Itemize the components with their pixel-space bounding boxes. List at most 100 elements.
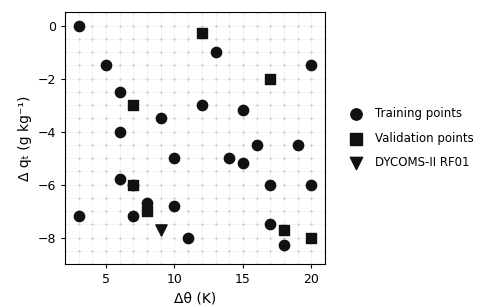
Point (252, 169, 260, 174)
Point (170, 142, 178, 147)
Point (130, 76, 138, 81)
Point (225, 103, 233, 107)
Point (294, 76, 302, 81)
Point (239, 208, 247, 213)
Point (225, 248, 233, 253)
Point (239, 116, 247, 121)
Point (225, 76, 233, 81)
Point (198, 169, 206, 174)
DYCOMS-II RF01 (157, 227, 165, 232)
Point (170, 182, 178, 187)
Point (116, 103, 124, 107)
Point (308, 195, 316, 200)
Point (294, 116, 302, 121)
Point (198, 222, 206, 227)
Point (308, 248, 316, 253)
Point (280, 49, 288, 54)
Point (308, 36, 316, 41)
Point (143, 23, 151, 28)
Point (88, 49, 96, 54)
Point (280, 23, 288, 28)
Point (294, 235, 302, 240)
Point (170, 248, 178, 253)
Point (157, 10, 165, 15)
Point (74, 169, 82, 174)
Validation points (130, 182, 138, 187)
Point (198, 142, 206, 147)
Validation points (280, 227, 288, 232)
Point (143, 262, 151, 266)
Point (102, 169, 110, 174)
Point (102, 142, 110, 147)
Point (225, 129, 233, 134)
Point (130, 23, 138, 28)
Point (157, 49, 165, 54)
Point (116, 169, 124, 174)
Point (170, 103, 178, 107)
Point (294, 129, 302, 134)
Validation points (143, 208, 151, 213)
Point (294, 222, 302, 227)
Point (184, 10, 192, 15)
Point (184, 182, 192, 187)
Point (225, 156, 233, 161)
Point (130, 63, 138, 68)
Point (88, 208, 96, 213)
Point (102, 262, 110, 266)
Point (102, 23, 110, 28)
Training points (266, 222, 274, 227)
Point (239, 182, 247, 187)
Point (61, 248, 69, 253)
Training points (74, 214, 82, 219)
Point (116, 182, 124, 187)
Point (266, 222, 274, 227)
Point (184, 63, 192, 68)
Point (280, 222, 288, 227)
Point (116, 235, 124, 240)
Point (184, 248, 192, 253)
Point (74, 156, 82, 161)
Point (184, 49, 192, 54)
Point (61, 23, 69, 28)
Point (116, 248, 124, 253)
Point (157, 235, 165, 240)
Point (157, 36, 165, 41)
Point (116, 262, 124, 266)
Point (61, 182, 69, 187)
Point (280, 76, 288, 81)
Point (88, 10, 96, 15)
Point (225, 208, 233, 213)
Point (252, 76, 260, 81)
Point (252, 182, 260, 187)
Point (61, 36, 69, 41)
Point (170, 129, 178, 134)
Point (74, 63, 82, 68)
Point (116, 36, 124, 41)
Point (212, 142, 220, 147)
Point (74, 195, 82, 200)
Point (116, 222, 124, 227)
Point (157, 195, 165, 200)
Point (143, 63, 151, 68)
Point (102, 49, 110, 54)
Point (212, 235, 220, 240)
Point (308, 222, 316, 227)
Point (61, 142, 69, 147)
Point (143, 142, 151, 147)
Point (88, 36, 96, 41)
Point (225, 36, 233, 41)
Point (239, 10, 247, 15)
Point (184, 36, 192, 41)
Point (212, 169, 220, 174)
Point (184, 222, 192, 227)
Point (102, 195, 110, 200)
Point (184, 129, 192, 134)
Point (266, 103, 274, 107)
Point (157, 63, 165, 68)
Point (184, 116, 192, 121)
Point (74, 36, 82, 41)
Point (184, 103, 192, 107)
Point (239, 262, 247, 266)
Validation points (266, 76, 274, 81)
Point (88, 222, 96, 227)
